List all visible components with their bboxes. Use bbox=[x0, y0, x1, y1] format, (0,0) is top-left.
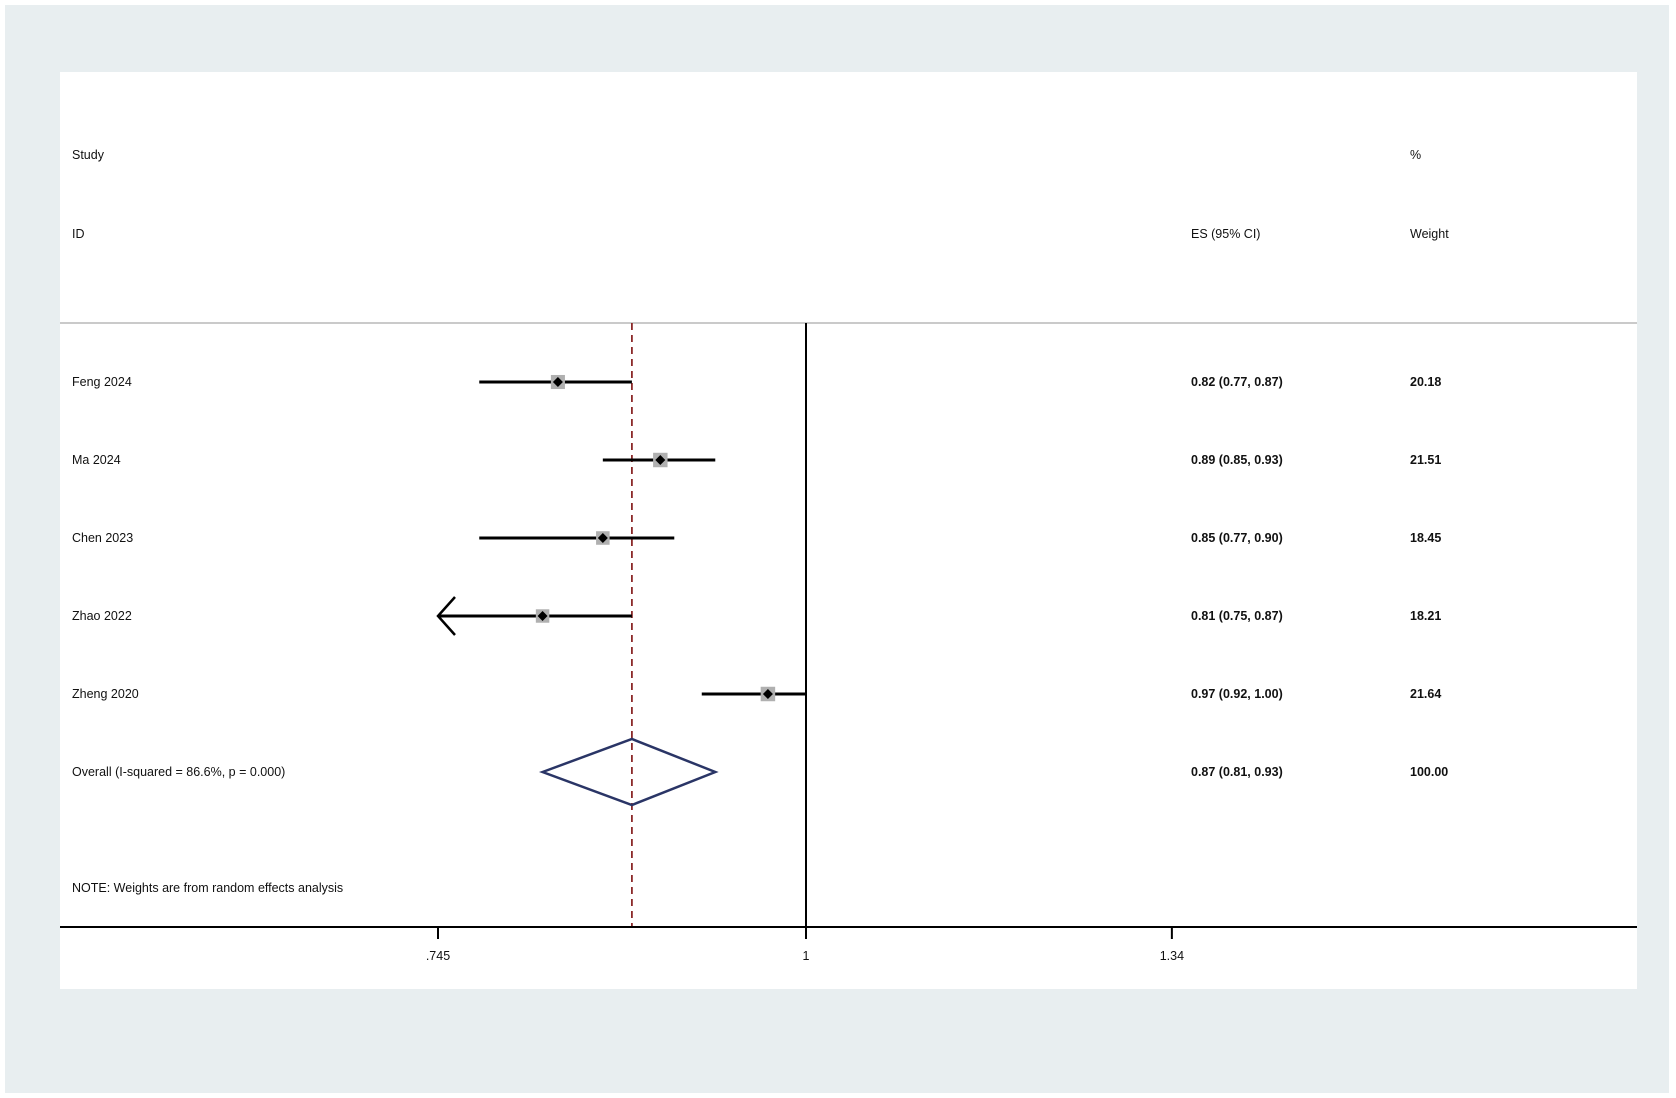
chart-background: Study ID ES (95% CI)% Weight Feng 2024 0.82 (… bbox=[5, 5, 1669, 1093]
overall-label: Overall (I-squared = 86.6%, p = 0.000) bbox=[72, 765, 286, 779]
header-study: Study bbox=[72, 148, 104, 162]
study-es-ci: 0.89 (0.85, 0.93) bbox=[1191, 453, 1283, 467]
study-es-ci: 0.97 (0.92, 1.00) bbox=[1191, 687, 1283, 701]
point-estimate bbox=[552, 377, 563, 387]
overall-weight: 100.00 bbox=[1410, 765, 1449, 779]
point-estimate bbox=[537, 611, 548, 621]
overall-es-ci: 0.87 (0.81, 0.93) bbox=[1191, 765, 1283, 779]
study-weight: 18.21 bbox=[1410, 609, 1442, 623]
point-estimate bbox=[762, 689, 773, 699]
forest-plot: Study ID ES (95% CI)% Weight Feng 2024 0.82 (… bbox=[60, 72, 1637, 989]
study-es-ci: 0.82 (0.77, 0.87) bbox=[1191, 375, 1283, 389]
study-weight: 21.64 bbox=[1410, 687, 1442, 701]
study-weight: 21.51 bbox=[1410, 453, 1442, 467]
study-label: Ma 2024 bbox=[72, 453, 121, 467]
study-weight: 18.45 bbox=[1410, 531, 1442, 545]
study-label: Zhao 2022 bbox=[72, 609, 132, 623]
header-percent: % bbox=[1410, 148, 1422, 162]
header-weight: Weight bbox=[1410, 227, 1449, 241]
footnote: NOTE: Weights are from random effects an… bbox=[72, 881, 344, 895]
study-label: Zheng 2020 bbox=[72, 687, 139, 701]
header-es-ci: ES (95% CI) bbox=[1191, 227, 1261, 241]
x-tick-label: .745 bbox=[425, 949, 451, 963]
point-estimate bbox=[655, 455, 666, 465]
truncation-arrow bbox=[436, 596, 456, 636]
overall-diamond bbox=[538, 737, 719, 807]
study-es-ci: 0.85 (0.77, 0.90) bbox=[1191, 531, 1283, 545]
x-tick-label: 1.34 bbox=[1159, 949, 1185, 963]
x-tick-label: 1 bbox=[802, 949, 810, 963]
header-id: ID bbox=[72, 227, 85, 241]
study-es-ci: 0.81 (0.75, 0.87) bbox=[1191, 609, 1283, 623]
point-estimate bbox=[597, 533, 608, 543]
study-label: Feng 2024 bbox=[72, 375, 132, 389]
study-weight: 20.18 bbox=[1410, 375, 1442, 389]
study-label: Chen 2023 bbox=[72, 531, 134, 545]
forest-plot-svg bbox=[60, 322, 1637, 939]
